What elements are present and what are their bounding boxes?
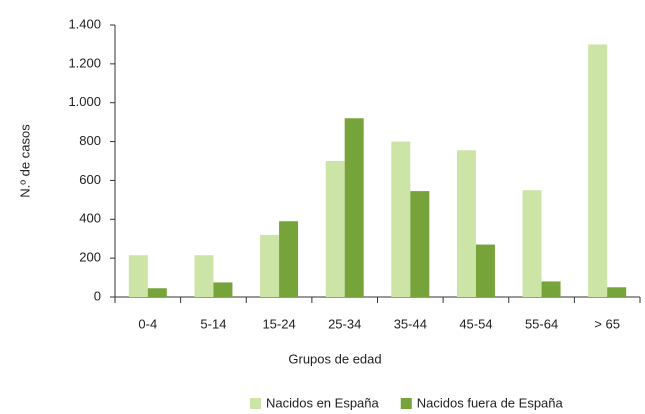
y-tick-label: 1.000 — [68, 94, 101, 109]
bar — [410, 191, 430, 297]
y-tick-label: 1.400 — [68, 16, 101, 31]
y-tick-label: 0 — [94, 288, 101, 303]
y-tick-label: 800 — [79, 133, 101, 148]
bar — [279, 221, 299, 297]
bar — [260, 234, 280, 297]
x-tick-label: 15-24 — [262, 316, 295, 331]
bar — [607, 287, 627, 297]
bar — [456, 150, 476, 297]
y-tick-label: 1.200 — [68, 55, 101, 70]
bar — [344, 118, 364, 297]
bar — [213, 282, 233, 297]
bar — [147, 288, 167, 297]
y-tick-label: 600 — [79, 172, 101, 187]
x-tick-label: > 65 — [594, 316, 620, 331]
bar — [541, 281, 561, 297]
bar — [325, 161, 345, 297]
legend-label: Nacidos fuera de España — [417, 395, 564, 410]
bar — [391, 141, 411, 297]
x-tick-label: 55-64 — [525, 316, 558, 331]
bar — [194, 255, 214, 297]
bar — [128, 255, 148, 297]
legend-label: Nacidos en España — [266, 395, 380, 410]
x-axis-label: Grupos de edad — [288, 351, 381, 366]
y-tick-label: 400 — [79, 211, 101, 226]
bar — [522, 190, 542, 297]
y-axis-label: N.º de casos — [17, 124, 32, 198]
bar — [588, 44, 608, 297]
x-tick-label: 0-4 — [138, 316, 157, 331]
legend-swatch — [250, 398, 261, 409]
x-tick-label: 35-44 — [394, 316, 427, 331]
x-tick-label: 5-14 — [200, 316, 226, 331]
x-tick-label: 45-54 — [459, 316, 492, 331]
bar — [475, 244, 495, 297]
y-tick-label: 200 — [79, 250, 101, 265]
legend-swatch — [400, 398, 412, 409]
x-tick-label: 25-34 — [328, 316, 361, 331]
